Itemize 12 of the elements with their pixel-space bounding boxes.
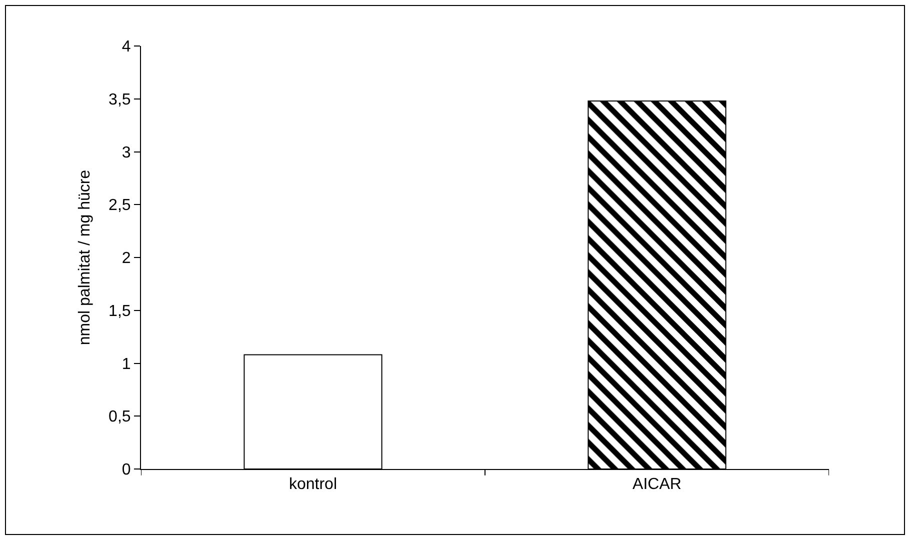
y-axis-title: nmol palmitat / mg hücre <box>76 170 94 346</box>
y-tick-label: 2,5 <box>108 197 131 214</box>
y-tick-label: 0,5 <box>108 408 131 426</box>
y-tick-label: 4 <box>122 38 131 56</box>
y-tick-label: 1 <box>122 356 131 373</box>
y-tick-label: 3,5 <box>108 91 131 108</box>
x-tick-label: kontrol <box>288 476 338 494</box>
y-tick-label: 2 <box>122 250 131 268</box>
y-tick-label: 3 <box>122 144 131 162</box>
y-tick-label: 1,5 <box>108 302 131 320</box>
y-tick-label: 0 <box>122 462 131 479</box>
x-tick-label: AICAR <box>632 476 682 494</box>
